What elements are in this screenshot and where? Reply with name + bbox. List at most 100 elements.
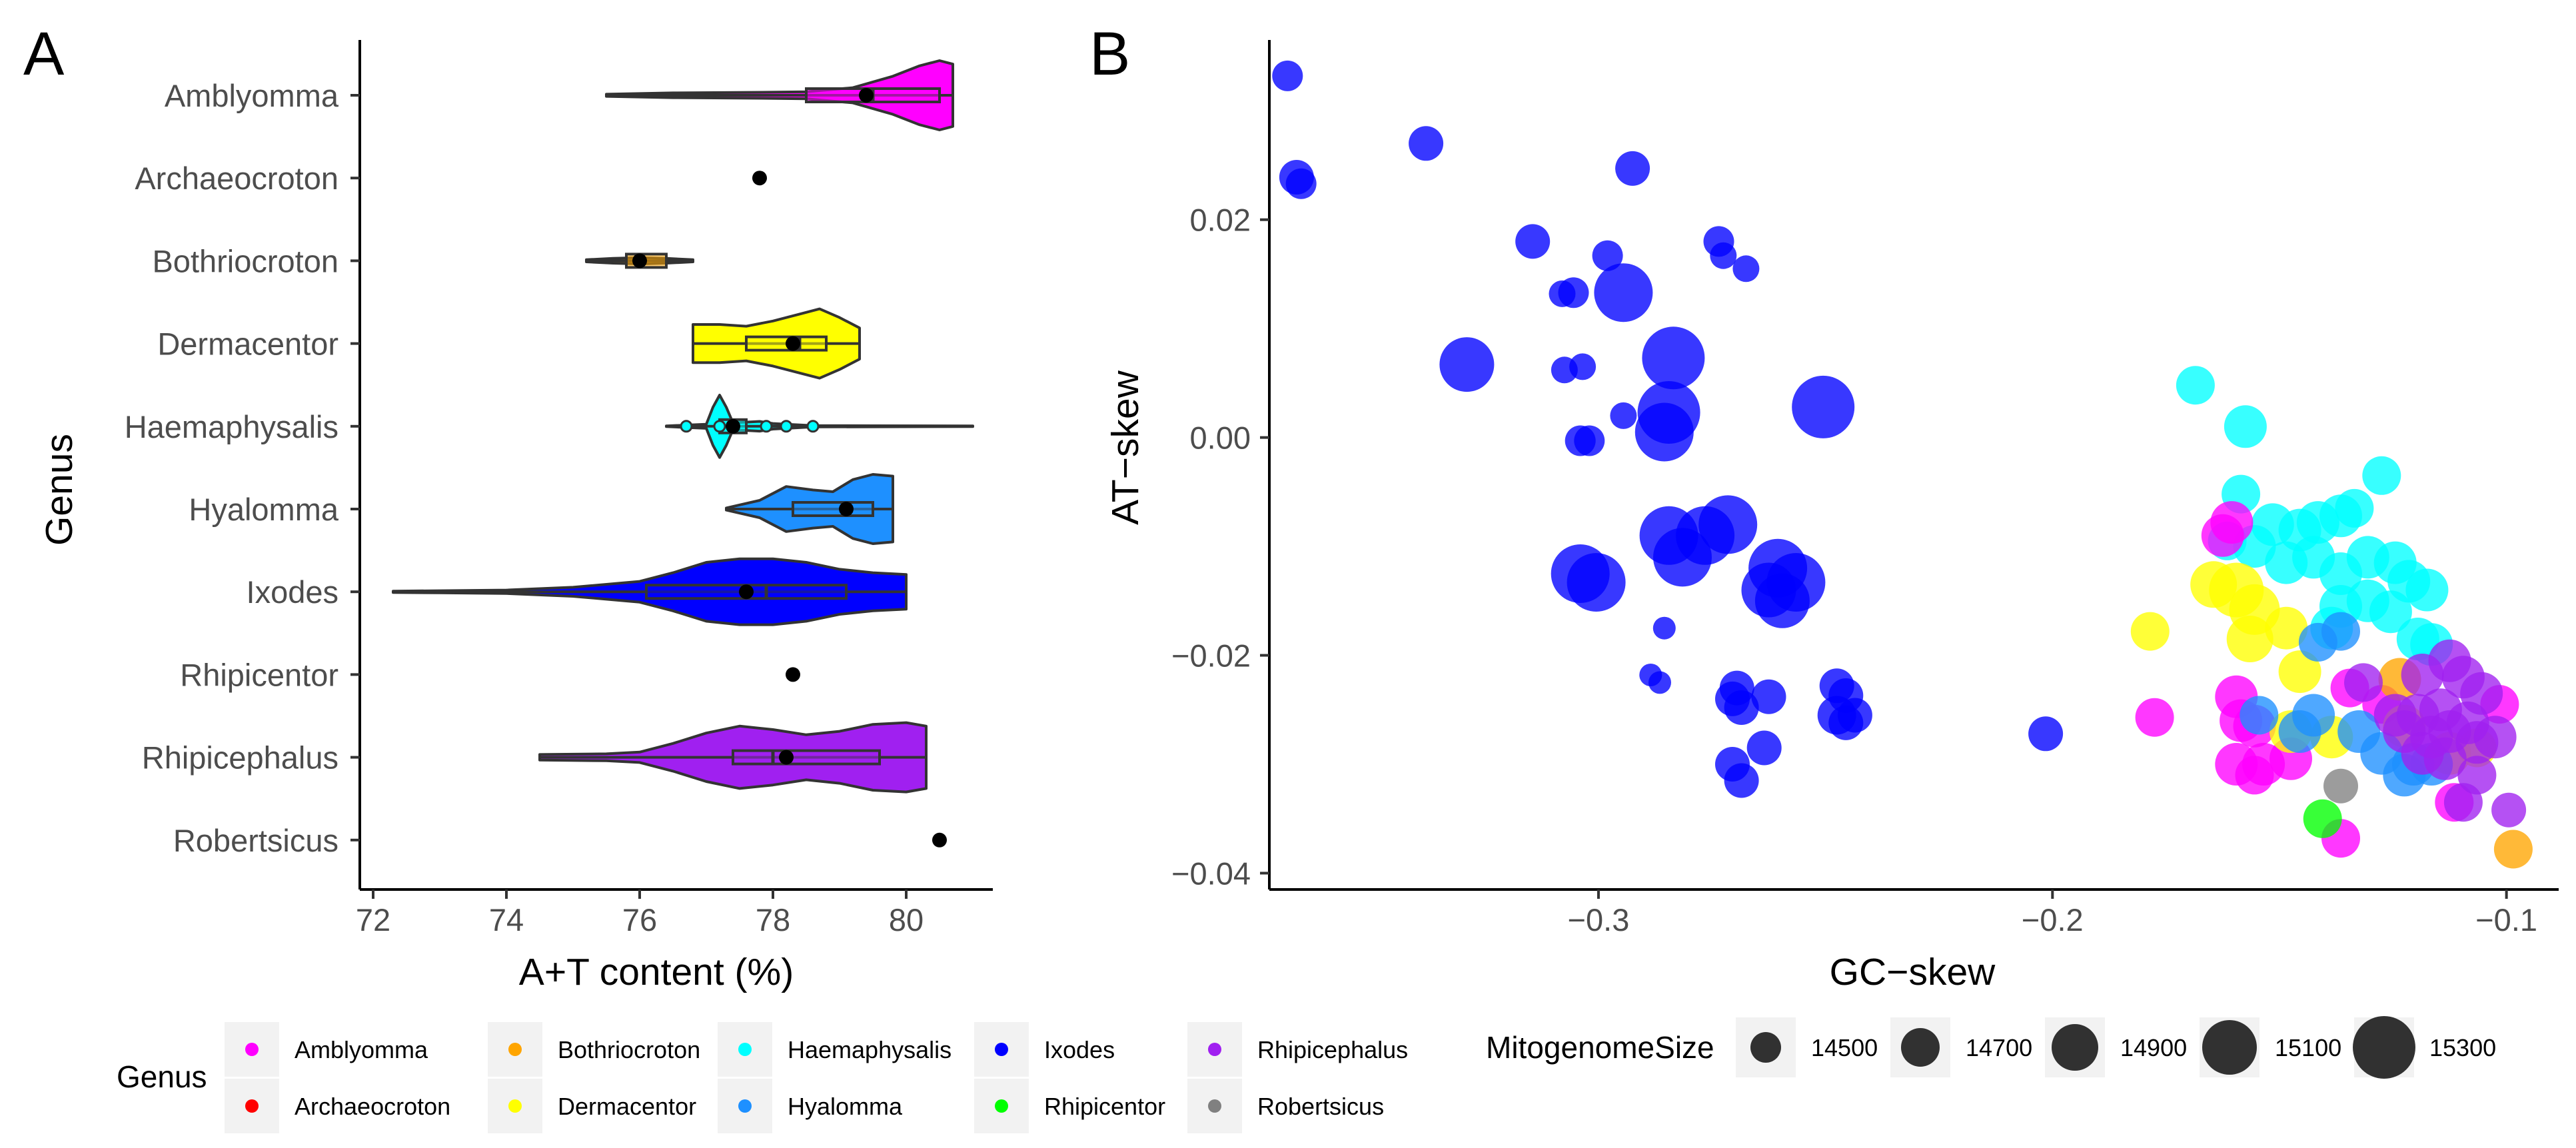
y-tick-label-amblyomma: Amblyomma [165,78,339,113]
scatter-point-dermacentor [2130,612,2170,651]
legend-key-ixodes [995,1043,1008,1056]
legend: Genus Amblyomma Archaeocroton Bothriocroton… [117,1016,2496,1133]
legend-size-label: 15300 [2429,1034,2496,1061]
scatter-point-ixodes [1732,255,1760,283]
y-tick-label: −0.04 [1171,856,1251,891]
x-tick-label: 76 [622,902,657,937]
scatter-point-ixodes [1592,240,1623,271]
scatter-point-ixodes [1724,763,1759,798]
scatter-point-ixodes [1710,242,1737,269]
scatter-point-ixodes [1615,151,1650,186]
scatter-point-amblyomma [2135,698,2174,737]
scatter-point-ixodes [1439,337,1495,392]
outlier-point [780,420,793,433]
legend-label-hyalomma: Hyalomma [788,1093,903,1120]
mean-point-robertsicus [932,832,947,848]
legend-title-genus: Genus [117,1059,207,1094]
scatter-point-dermacentor [2278,650,2321,694]
legend-label-archaeocroton: Archaeocroton [295,1093,450,1120]
scatter-point-ixodes [1567,553,1626,612]
x-tick-label: −0.2 [2022,902,2084,937]
mean-point-rhipicephalus [779,750,794,765]
mean-point-haemaphysalis [726,418,740,434]
legend-label-amblyomma: Amblyomma [295,1036,428,1063]
legend-key-hyalomma [738,1099,752,1113]
scatter-point-ixodes [1751,679,1786,714]
legend-label-rhipicephalus: Rhipicephalus [1257,1036,1408,1063]
x-tick-label: 80 [889,902,924,937]
legend-key-rhipicentor [995,1099,1008,1113]
mean-point-ixodes [739,584,754,600]
outlier-point [760,420,773,433]
scatter-point-haemaphysalis [2176,366,2215,405]
scatter-point-ixodes [1642,326,1705,390]
scatter-point-hyalomma [2321,612,2360,651]
x-tick-label: −0.3 [1568,902,1630,937]
y-tick-label-bothriocroton: Bothriocroton [152,243,338,279]
panel-b-letter: B [1089,20,1130,88]
scatter-point-ixodes [1549,280,1576,307]
scatter-point-ixodes [1792,375,1855,438]
mean-point-amblyomma [859,88,874,103]
y-tick-label-ixodes: Ixodes [247,574,338,610]
scatter-point-ixodes [1574,425,1605,456]
box-hyalomma [792,501,874,517]
mean-point-hyalomma [839,502,854,516]
y-tick-label-rhipicephalus: Rhipicephalus [142,740,338,776]
legend-key-archaeocroton [245,1099,259,1113]
scatter-point-ixodes [1648,671,1671,694]
legend-size-key [1901,1028,1940,1067]
x-tick-label: 72 [356,902,390,937]
scatter-point-ixodes [1610,402,1637,429]
legend-size-key [2052,1024,2098,1071]
scatter-point-hyalomma [2278,710,2321,753]
scatter-point-ixodes [1594,263,1653,322]
y-tick-label-rhipicentor: Rhipicentor [180,657,338,692]
scatter-point-robertsicus [2323,768,2358,804]
legend-title-mitogenome-size: MitogenomeSize [1486,1030,1714,1065]
legend-size-label: 14700 [1966,1034,2032,1061]
scatter-point-haemaphysalis [2335,488,2374,528]
y-tick-label: −0.02 [1171,638,1251,674]
legend-key-robertsicus [1208,1099,1221,1113]
y-tick-label-archaeocroton: Archaeocroton [135,161,338,196]
legend-size-key [1750,1032,1781,1063]
x-tick-label: 74 [489,902,524,937]
scatter-point-haemaphysalis [2224,405,2267,448]
scatter-point-rhipicephalus [2344,663,2383,702]
scatter-point-ixodes [1828,705,1864,740]
scatter-point-ixodes [1515,224,1551,259]
mean-point-bothriocroton [632,253,647,269]
mean-point-dermacentor [786,336,800,351]
scatter-point-haemaphysalis [2369,590,2412,634]
scatter-point-bothriocroton [2493,830,2533,869]
legend-size-label: 15100 [2275,1034,2341,1061]
scatter-point-rhipicentor [2303,799,2342,838]
y-axis-title: AT−skew [1104,370,1147,525]
scatter-point-dermacentor [2226,616,2273,662]
panel-a-violin-plot: 72 74 76 78 80 A+T content (%) Genus Amblyomma A… [38,40,993,993]
legend-size-key [2202,1020,2257,1075]
legend-size-label: 14500 [1811,1034,1878,1061]
panel-a-letter: A [23,20,65,88]
scatter-point-haemaphysalis [2405,568,2449,612]
scatter-point-rhipicephalus [2473,716,2517,759]
scatter-point-ixodes [1409,126,1444,161]
scatter-point-ixodes [1634,402,1694,462]
legend-key-bothriocroton [508,1043,522,1056]
legend-label-dermacentor: Dermacentor [558,1093,696,1120]
outlier-point [713,420,726,433]
y-tick-label-hyalomma: Hyalomma [189,492,338,527]
scatter-point-ixodes [1652,616,1676,640]
x-axis-title: A+T content (%) [519,951,794,993]
outlier-point [680,420,693,433]
scatter-point-haemaphysalis [2362,456,2401,495]
legend-label-robertsicus: Robertsicus [1257,1093,1384,1120]
legend-label-ixodes: Ixodes [1044,1036,1115,1063]
scatter-point-ixodes [1272,60,1303,91]
scatter-point-ixodes [1285,168,1317,199]
panel-b-scatter-plot: −0.3 −0.2 −0.1 0.02 0.00 −0.02 −0.04 GC−skew AT−… [1104,40,2559,993]
x-axis-title: GC−skew [1830,951,1996,993]
box-rhipicephalus [732,749,881,766]
